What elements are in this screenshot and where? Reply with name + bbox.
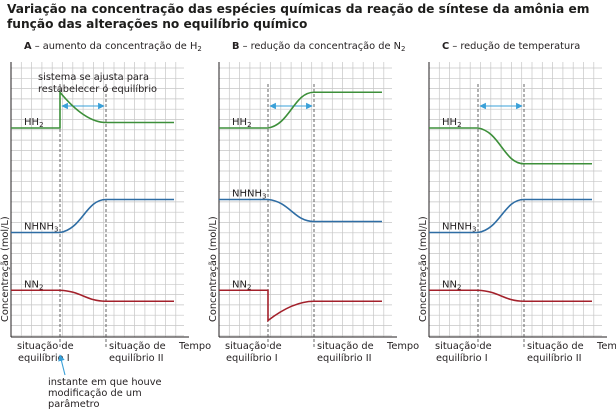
y-axis-label: Concentração (mol/L) — [208, 216, 219, 322]
x-axis-label: Tempo — [596, 341, 616, 352]
panel-caption-text: – redução da concentração de N — [239, 41, 401, 52]
tick-equilibrium-2-line-2: equilíbrio II — [527, 352, 581, 364]
tick-equilibrium-2-line-1: situação de — [317, 341, 374, 352]
x-axis-label: Tempo — [386, 341, 419, 352]
tick-equilibrium-1-line-1: situação de — [225, 341, 282, 352]
label-h2: HH2 — [442, 117, 462, 129]
tick-equilibrium-2-line-1: situação de — [527, 341, 584, 352]
curve-nh3 — [429, 198, 592, 234]
curve-h2 — [219, 91, 382, 129]
tick-equilibrium-1-line-1: situação de — [435, 341, 492, 352]
instant-pointer-arrow — [58, 354, 66, 376]
page-title: Variação na concentração das espécies qu… — [7, 2, 590, 31]
panel-letter: A — [24, 41, 32, 52]
tick-equilibrium-2-line-2: equilíbrio II — [317, 352, 371, 364]
label-h2-sub: 2 — [39, 121, 43, 129]
panel-c: HH2 NHNH3 NN2 C – redução de temperatura Con… — [418, 41, 616, 364]
curve-n2 — [219, 289, 382, 323]
panel-caption: A – aumento da concentração de H2 — [24, 41, 202, 53]
panel-b: HH2 NHNH3 NN2 B – redução da concentração d… — [208, 41, 419, 364]
panel-caption-text: – aumento da concentração de H — [32, 41, 198, 52]
label-nh3: NHNH3 — [442, 222, 476, 234]
curve-nh3 — [11, 198, 174, 234]
annotation-system-adjusts-line-2: restabelecer o equilíbrio — [38, 83, 157, 95]
label-nh3-sub: 3 — [54, 226, 58, 234]
label-nh3-sub: 3 — [262, 193, 266, 201]
label-n2-sub: 2 — [39, 283, 43, 291]
annotation-instant-line-3: parâmetro — [48, 398, 99, 410]
curve-n2 — [429, 289, 592, 303]
label-n2: NN2 — [24, 279, 43, 291]
tick-equilibrium-1-line-1: situação de — [17, 341, 74, 352]
annotation-instant: instante em que houve modificação de um … — [48, 354, 162, 410]
label-n2: NN2 — [442, 279, 461, 291]
panel-caption: C – redução de temperatura — [442, 41, 580, 52]
label-h2-sub: 2 — [457, 121, 461, 129]
tick-equilibrium-1-line-2: equilíbrio I — [436, 352, 488, 364]
annotation-instant-line-1: instante em que houve — [48, 377, 162, 388]
y-axis-label: Concentração (mol/L) — [418, 216, 429, 322]
label-h2: HH2 — [232, 117, 252, 129]
label-nh3: NHNH3 — [24, 222, 58, 234]
panel-caption-text: – redução de temperatura — [449, 41, 580, 52]
curve-nh3 — [219, 198, 382, 223]
curve-h2 — [429, 127, 592, 165]
annotation-instant-line-2: modificação de um — [48, 388, 142, 399]
y-axis-label: Concentração (mol/L) — [0, 216, 11, 322]
panel-grid — [219, 62, 392, 337]
label-nh3: NHNH3 — [232, 189, 266, 201]
panel-caption-sub: 2 — [197, 45, 201, 53]
label-h2-sub: 2 — [247, 121, 251, 129]
x-axis-label: Tempo — [178, 341, 211, 352]
tick-equilibrium-1-line-2: equilíbrio I — [226, 352, 278, 364]
tick-equilibrium-2-line-2: equilíbrio II — [109, 352, 163, 364]
tick-equilibrium-2-line-1: situação de — [109, 341, 166, 352]
panel-letter: B — [232, 41, 239, 52]
label-n2-sub: 2 — [247, 283, 251, 291]
curve-h2 — [11, 90, 174, 129]
panel-a: HH2 NHNH3 NN2 A – aumento da concentração d… — [0, 41, 211, 364]
panel-caption-sub: 2 — [401, 45, 405, 53]
label-n2-sub: 2 — [457, 283, 461, 291]
curve-n2 — [11, 289, 174, 303]
panel-caption: B – redução da concentração de N2 — [232, 41, 405, 53]
annotation-system-adjusts: sistema se ajusta para restabelecer o eq… — [38, 72, 157, 95]
label-n2: NN2 — [232, 279, 251, 291]
label-nh3-sub: 3 — [472, 226, 476, 234]
tick-equilibrium-1-line-2: equilíbrio I — [18, 352, 70, 364]
label-h2: HH2 — [24, 117, 44, 129]
annotation-system-adjusts-line-1: sistema se ajusta para — [38, 72, 149, 83]
panel-letter: C — [442, 41, 449, 52]
